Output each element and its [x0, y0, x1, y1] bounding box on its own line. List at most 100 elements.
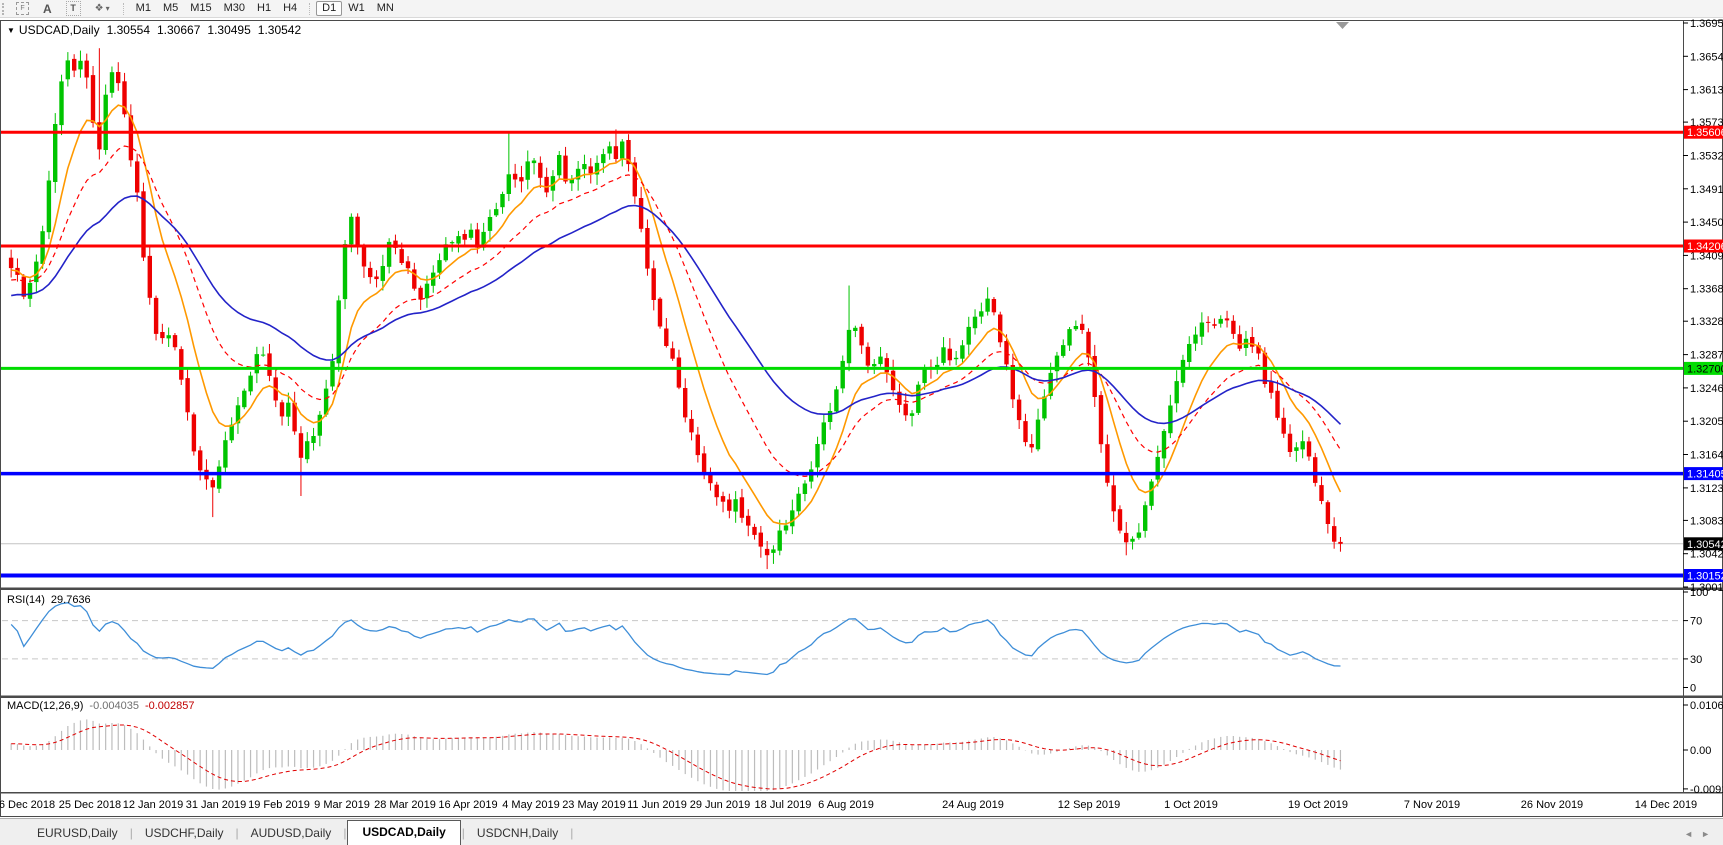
- tab-separator: |: [570, 826, 574, 840]
- svg-text:1.31405: 1.31405: [1687, 469, 1723, 481]
- svg-text:25 Dec 2018: 25 Dec 2018: [59, 799, 121, 811]
- text-tool-icon[interactable]: T: [65, 1, 81, 16]
- ohlc-high: 1.30667: [157, 23, 201, 37]
- timeframe-button-m1[interactable]: M1: [130, 1, 157, 16]
- selection-frame-icon[interactable]: F: [16, 2, 29, 15]
- svg-text:1.35320: 1.35320: [1690, 151, 1723, 163]
- ohlc-open: 1.30554: [106, 23, 150, 37]
- timeframe-button-h1[interactable]: H1: [251, 1, 277, 16]
- macd-signal-value: -0.002857: [144, 700, 195, 712]
- macd-indicator: [10, 719, 1342, 791]
- toolbar-grip[interactable]: [2, 2, 4, 15]
- price-level-labels: 1.35606 1.34206 1.32700 1.31405 1.30152 1.305…: [1684, 125, 1723, 583]
- toolbar-separator: [309, 2, 311, 15]
- chart-background: [1, 21, 1722, 816]
- svg-text:1.32700: 1.32700: [1687, 363, 1723, 375]
- tab-eurusd[interactable]: EURUSD,Daily: [37, 826, 118, 840]
- svg-text:23 May 2019: 23 May 2019: [562, 799, 626, 811]
- ma-slow: [11, 195, 1342, 425]
- svg-text:1.34090: 1.34090: [1690, 250, 1723, 262]
- shapes-icon: ❖: [94, 3, 104, 14]
- svg-text:-0.00918: -0.00918: [1690, 784, 1723, 796]
- svg-text:1.31640: 1.31640: [1690, 450, 1723, 462]
- scroll-right-icon[interactable]: ►: [1701, 829, 1718, 839]
- chevron-down-icon[interactable]: ▾: [105, 4, 110, 13]
- rsi-name: RSI(14): [7, 594, 45, 606]
- top-toolbar: F A T ❖ ▾ M1 M5 M15 M30 H1 H4 D1 W1 MN: [0, 0, 1723, 18]
- chart-canvas[interactable]: 1.369501.365401.361301.357301.353201.349…: [0, 0, 1723, 818]
- shapes-tool-group[interactable]: ❖ ▾: [95, 3, 110, 14]
- macd-panel-label: MACD(12,26,9) -0.004035 -0.002857: [7, 700, 195, 712]
- svg-text:1.32050: 1.32050: [1690, 416, 1723, 428]
- collapse-triangle-icon[interactable]: ▼: [7, 26, 15, 35]
- svg-text:1.33680: 1.33680: [1690, 284, 1723, 296]
- svg-text:11 Jun 2019: 11 Jun 2019: [627, 799, 687, 811]
- chart-shift-marker[interactable]: [1336, 22, 1349, 29]
- svg-text:26 Nov 2019: 26 Nov 2019: [1521, 799, 1583, 811]
- tab-usdchf[interactable]: USDCHF,Daily: [144, 826, 224, 840]
- svg-text:1.30010: 1.30010: [1690, 582, 1723, 594]
- tab-usdcad[interactable]: USDCAD,Daily: [347, 820, 461, 845]
- svg-text:1.33280: 1.33280: [1690, 316, 1723, 328]
- macd-main-value: -0.004035: [89, 700, 139, 712]
- toolbar-separator: [122, 2, 124, 15]
- tab-separator: |: [235, 826, 239, 840]
- timeframe-button-m5[interactable]: M5: [157, 1, 184, 16]
- svg-text:7 Nov 2019: 7 Nov 2019: [1404, 799, 1460, 811]
- ohlc-close: 1.30542: [257, 23, 302, 37]
- svg-text:1.34206: 1.34206: [1687, 241, 1723, 253]
- timeframe-button-d1[interactable]: D1: [316, 1, 343, 16]
- svg-text:1.36950: 1.36950: [1690, 18, 1723, 30]
- svg-text:14 Dec 2019: 14 Dec 2019: [1635, 799, 1697, 811]
- svg-text:18 Jul 2019: 18 Jul 2019: [755, 799, 812, 811]
- svg-text:30: 30: [1690, 654, 1702, 666]
- rsi-panel-label: RSI(14) 29.7636: [7, 594, 91, 606]
- tab-scroll-arrows: ◄►: [1684, 829, 1718, 839]
- svg-text:1.36130: 1.36130: [1690, 85, 1723, 97]
- time-scale[interactable]: 6 Dec 2018 25 Dec 2018 12 Jan 2019 31 Jan 2…: [0, 799, 1697, 811]
- svg-text:1.30830: 1.30830: [1690, 515, 1723, 527]
- svg-text:1.30152: 1.30152: [1687, 571, 1723, 583]
- macd-name: MACD(12,26,9): [7, 700, 84, 712]
- rsi-value: 29.7636: [50, 594, 91, 606]
- timeframe-button-mn[interactable]: MN: [371, 1, 400, 16]
- symbol-period: USDCAD,Daily: [18, 23, 100, 37]
- svg-text:1.34500: 1.34500: [1690, 217, 1723, 229]
- timeframe-button-w1[interactable]: W1: [342, 1, 371, 16]
- svg-text:0.010615: 0.010615: [1690, 700, 1723, 712]
- svg-text:1.35606: 1.35606: [1687, 127, 1723, 139]
- svg-text:1.30542: 1.30542: [1687, 539, 1723, 551]
- svg-text:70: 70: [1690, 616, 1702, 628]
- svg-text:1.32460: 1.32460: [1690, 383, 1723, 395]
- timeframe-button-h4[interactable]: H4: [277, 1, 303, 16]
- svg-text:29 Jun 2019: 29 Jun 2019: [690, 799, 751, 811]
- ohlc-low: 1.30495: [207, 23, 251, 37]
- level-lines[interactable]: [1, 130, 1683, 578]
- tab-separator: |: [343, 826, 347, 840]
- svg-text:19 Oct 2019: 19 Oct 2019: [1288, 799, 1348, 811]
- svg-text:12 Jan 2019: 12 Jan 2019: [123, 799, 184, 811]
- svg-text:28 Mar 2019: 28 Mar 2019: [374, 799, 436, 811]
- ma-fast: [11, 104, 1342, 525]
- svg-text:1.30420: 1.30420: [1690, 549, 1723, 561]
- rsi-indicator: [2, 602, 1682, 676]
- timeframe-button-m30[interactable]: M30: [218, 1, 251, 16]
- label-tool-icon[interactable]: A: [43, 1, 52, 16]
- svg-text:4 May 2019: 4 May 2019: [502, 799, 559, 811]
- timeframe-buttons: M1 M5 M15 M30 H1 H4 D1 W1 MN: [130, 1, 400, 16]
- svg-text:12 Sep 2019: 12 Sep 2019: [1058, 799, 1120, 811]
- svg-text:1.31230: 1.31230: [1690, 483, 1723, 495]
- svg-text:1.36540: 1.36540: [1690, 51, 1723, 63]
- svg-text:1 Oct 2019: 1 Oct 2019: [1164, 799, 1218, 811]
- price-scale[interactable]: 1.369501.365401.361301.357301.353201.349…: [1683, 18, 1723, 796]
- svg-text:100: 100: [1690, 587, 1708, 599]
- tab-audusd[interactable]: AUDUSD,Daily: [250, 826, 332, 840]
- svg-text:16 Apr 2019: 16 Apr 2019: [438, 799, 497, 811]
- tab-usdcnh[interactable]: USDCNH,Daily: [476, 826, 559, 840]
- scroll-left-icon[interactable]: ◄: [1684, 829, 1702, 839]
- svg-text:31 Jan 2019: 31 Jan 2019: [186, 799, 247, 811]
- tab-separator: |: [129, 826, 133, 840]
- chart-title: ▼ USDCAD,Daily 1.30554 1.30667 1.30495 1.3054…: [7, 23, 301, 37]
- timeframe-button-m15[interactable]: M15: [184, 1, 217, 16]
